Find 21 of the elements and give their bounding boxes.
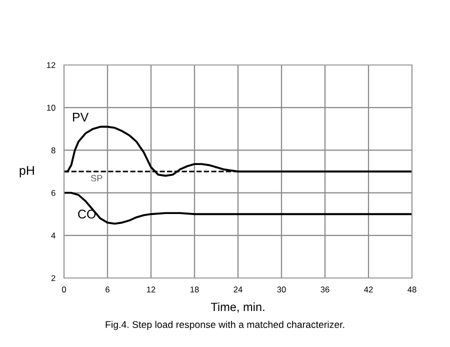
series-label: PV	[73, 112, 89, 122]
x-tick-label: 18	[190, 286, 199, 292]
x-tick-label: 0	[62, 286, 66, 292]
x-tick-label: 6	[106, 286, 110, 292]
x-tick-label: 12	[147, 286, 156, 292]
x-axis-title: Time, min.	[210, 302, 264, 312]
caption: Fig.4. Step load response with a matched characterizer.	[106, 320, 344, 330]
y-tick-label: 6	[51, 190, 56, 196]
line-series	[64, 192, 412, 225]
y-tick-label: 4	[51, 232, 56, 238]
y-axis-title: pH	[20, 166, 34, 178]
x-tick-label: 36	[320, 286, 330, 292]
x-tick-label: 24	[234, 286, 242, 292]
ref-line-label: SP	[91, 174, 102, 182]
y-tick-label: 10	[47, 104, 56, 111]
y-tick-label: 8	[51, 147, 56, 154]
x-tick-label: 48	[408, 286, 416, 292]
x-tick-label: 42	[364, 286, 373, 292]
y-tick-label: 2	[51, 275, 56, 282]
y-tick-label: 12	[47, 62, 56, 68]
x-tick-label: 30	[277, 286, 286, 292]
